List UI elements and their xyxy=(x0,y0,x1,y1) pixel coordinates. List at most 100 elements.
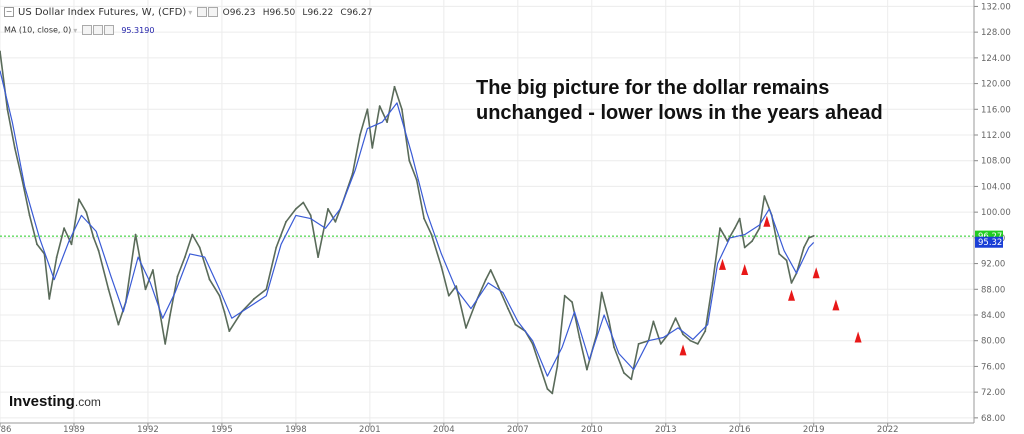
price-point xyxy=(198,246,201,249)
price-point xyxy=(630,378,633,381)
price-point xyxy=(539,365,541,368)
price-point xyxy=(152,269,154,271)
price-point xyxy=(176,275,179,278)
annotation-line-2: unchanged - lower lows in the years ahea… xyxy=(476,102,883,124)
price-point xyxy=(13,147,16,149)
y-tick-label: 68.00 xyxy=(981,414,1005,424)
price-point xyxy=(92,237,95,239)
high-key: H xyxy=(262,8,270,18)
visibility-icon[interactable] xyxy=(208,7,219,17)
symbol-title[interactable]: US Dollar Index Futures, W, (CFD) xyxy=(18,7,187,18)
x-tick-label: 1992 xyxy=(137,425,159,434)
price-point xyxy=(637,343,640,345)
price-point xyxy=(758,227,761,230)
ma-price-tag-label: 95.32 xyxy=(978,238,1002,248)
price-point xyxy=(184,256,186,258)
price-point xyxy=(652,320,655,323)
x-tick-label: 2007 xyxy=(507,425,529,434)
price-point xyxy=(295,208,297,210)
price-point xyxy=(689,339,692,342)
price-point xyxy=(85,211,88,214)
price-point xyxy=(659,343,662,345)
price-point xyxy=(386,121,388,123)
price-point xyxy=(55,256,58,258)
price-point xyxy=(455,285,458,287)
price-point xyxy=(371,147,374,149)
price-point xyxy=(423,217,425,220)
y-tick-label: 84.00 xyxy=(981,311,1005,321)
close-key: C xyxy=(340,8,347,18)
open-value: 96.23 xyxy=(229,8,256,18)
y-tick-label: 100.00 xyxy=(981,208,1011,218)
price-point xyxy=(531,343,534,345)
chart-annotation: The big picture for the dollar remains u… xyxy=(476,76,883,126)
visibility-icon[interactable] xyxy=(92,25,103,35)
price-point xyxy=(546,388,549,390)
price-point xyxy=(497,285,499,287)
price-point xyxy=(97,249,100,252)
y-tick-label: 112.00 xyxy=(981,131,1011,141)
price-point xyxy=(393,85,396,88)
chevron-down-icon[interactable]: ▾ xyxy=(188,8,193,17)
price-point xyxy=(682,333,684,336)
red-triangle-marker xyxy=(718,258,726,270)
price-point xyxy=(265,288,268,291)
close-icon[interactable] xyxy=(103,25,114,35)
price-point xyxy=(218,294,221,297)
high-value: 96.50 xyxy=(269,8,296,18)
price-point xyxy=(807,237,810,239)
price-point xyxy=(733,227,736,230)
ma-indicator-label[interactable]: MA (10, close, 0) xyxy=(4,25,72,35)
price-point xyxy=(790,282,793,284)
price-point xyxy=(36,243,38,246)
price-point xyxy=(803,246,805,249)
annotation-line-1: The big picture for the dollar remains xyxy=(476,77,830,99)
price-point xyxy=(812,235,815,237)
x-tick-label: 2001 xyxy=(359,425,381,434)
ma-price-tag xyxy=(975,236,1003,248)
price-point xyxy=(430,233,433,236)
settings-icon[interactable] xyxy=(197,7,208,17)
price-point xyxy=(600,291,603,294)
price-point xyxy=(704,330,707,332)
price-point xyxy=(378,105,381,107)
price-point xyxy=(78,198,80,201)
y-tick-label: 132.00 xyxy=(981,2,1011,12)
x-tick-label: 2016 xyxy=(729,425,751,434)
y-tick-label: 108.00 xyxy=(981,157,1011,167)
y-tick-label: 88.00 xyxy=(981,285,1005,295)
price-point xyxy=(366,108,369,111)
price-point xyxy=(208,278,211,281)
price-point xyxy=(63,227,65,230)
ma-series-line xyxy=(0,70,815,377)
price-point xyxy=(674,317,677,320)
price-point xyxy=(507,307,509,310)
y-tick-label: 104.00 xyxy=(981,182,1011,192)
price-point xyxy=(623,372,625,374)
investing-logo: Investing.com xyxy=(9,393,101,410)
price-point xyxy=(484,278,487,281)
red-triangle-marker xyxy=(741,264,749,275)
settings-icon[interactable] xyxy=(81,25,92,35)
price-point xyxy=(447,294,450,297)
price-point xyxy=(191,233,194,236)
price-point xyxy=(586,368,588,371)
y-tick-label: 124.00 xyxy=(981,54,1011,64)
price-point xyxy=(514,323,517,326)
price-point xyxy=(465,327,467,329)
collapse-icon[interactable]: − xyxy=(4,7,14,17)
price-point xyxy=(440,265,443,268)
price-point xyxy=(228,330,231,332)
x-tick-label: 1989 xyxy=(63,425,85,434)
price-point xyxy=(28,214,31,217)
chevron-down-icon[interactable]: ▾ xyxy=(73,25,78,35)
x-tick-label: 2004 xyxy=(433,425,455,434)
y-tick-label: 92.00 xyxy=(981,260,1005,270)
price-point xyxy=(169,314,172,316)
price-point xyxy=(571,301,573,303)
chart-legend-header: − US Dollar Index Futures, W, (CFD) ▾ O96.… xyxy=(4,7,376,18)
x-tick-label: 1998 xyxy=(285,425,307,434)
price-point xyxy=(743,246,746,249)
price-point xyxy=(117,323,120,326)
